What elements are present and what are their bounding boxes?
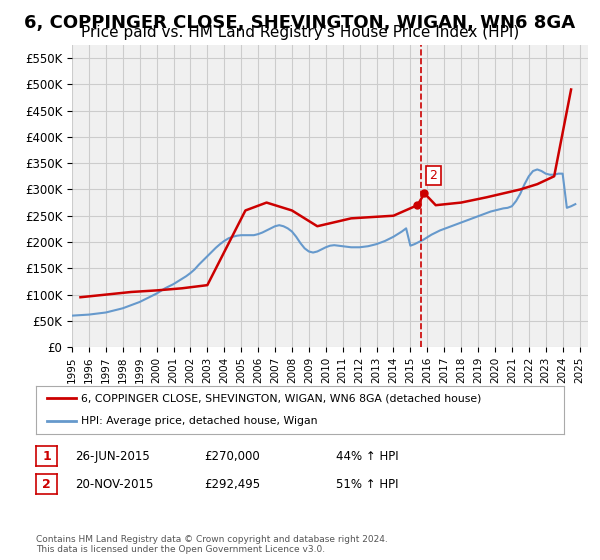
Text: Contains HM Land Registry data © Crown copyright and database right 2024.
This d: Contains HM Land Registry data © Crown c… <box>36 535 388 554</box>
Text: 1: 1 <box>42 450 51 463</box>
Text: 6, COPPINGER CLOSE, SHEVINGTON, WIGAN, WN6 8GA: 6, COPPINGER CLOSE, SHEVINGTON, WIGAN, W… <box>25 14 575 32</box>
Text: Price paid vs. HM Land Registry's House Price Index (HPI): Price paid vs. HM Land Registry's House … <box>81 25 519 40</box>
Text: 2: 2 <box>430 169 437 181</box>
Text: HPI: Average price, detached house, Wigan: HPI: Average price, detached house, Wiga… <box>81 416 317 426</box>
Text: 2: 2 <box>42 478 51 491</box>
Text: 51% ↑ HPI: 51% ↑ HPI <box>336 478 398 491</box>
Text: £292,495: £292,495 <box>204 478 260 491</box>
Text: 44% ↑ HPI: 44% ↑ HPI <box>336 450 398 463</box>
Text: 6, COPPINGER CLOSE, SHEVINGTON, WIGAN, WN6 8GA (detached house): 6, COPPINGER CLOSE, SHEVINGTON, WIGAN, W… <box>81 393 481 403</box>
Text: 26-JUN-2015: 26-JUN-2015 <box>75 450 150 463</box>
Text: 20-NOV-2015: 20-NOV-2015 <box>75 478 154 491</box>
Text: £270,000: £270,000 <box>204 450 260 463</box>
